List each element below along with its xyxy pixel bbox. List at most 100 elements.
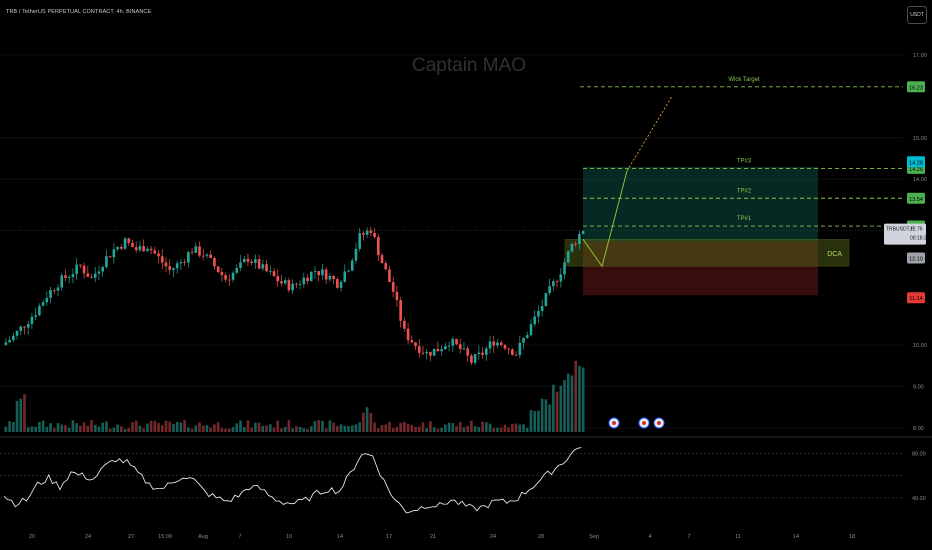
candle-body [362,233,365,235]
candle-body [19,326,23,331]
volume-bar [268,424,272,432]
y-tick-label: 14.00 [913,177,927,183]
volume-bar [552,384,555,432]
candle-body [295,283,298,285]
volume-bar [339,424,343,432]
volume-bar [570,375,574,432]
volume-bar [172,424,175,432]
candle-body [313,271,317,272]
exchange-label: BINANCE [126,9,152,15]
candle-body [581,231,585,234]
candle-body [190,252,194,253]
candle-body [205,254,209,256]
candle-body [105,256,108,268]
candle-body [566,251,570,263]
candle-body [280,281,283,284]
currency-button[interactable]: USDT [907,6,927,24]
candle-body [56,287,60,291]
price-tag-text: 14.26 [909,167,923,173]
candle-body [477,352,481,355]
event-icon-dot [642,421,646,425]
candle-body [127,238,131,243]
volume-bar [4,426,8,432]
candle-body [470,355,473,363]
candle-body [239,262,242,268]
volume-bar [473,426,477,432]
volume-bar [317,420,321,432]
volume-bar [138,425,142,432]
candle-body [336,279,339,288]
candle-body [157,253,160,257]
candle-body [67,276,71,278]
candle-body [395,291,399,301]
volume-bar [60,424,64,432]
volume-bar [90,420,93,432]
candle-body [250,261,253,264]
candle-body [559,274,563,282]
volume-bar [328,420,332,432]
volume-bar [261,425,265,432]
candle-body [354,248,358,261]
volume-bar [332,422,335,432]
candle-body [514,354,518,356]
candle-body [488,341,492,349]
candle-body [257,259,261,269]
x-tick-label: 14 [793,534,799,540]
candle-body [201,255,205,257]
candle-body [116,246,119,250]
candle-body [82,265,86,274]
candle-body [380,255,384,264]
y-tick-label: 10.00 [913,343,927,349]
volume-bar [276,420,280,432]
volume-bar [257,422,261,432]
candle-body [365,230,369,235]
volume-bar [488,423,492,432]
y-tick-label: 9.00 [913,384,924,390]
volume-bar [499,427,503,432]
volume-bar [168,421,172,432]
candle-body [60,275,64,288]
candle-body [246,258,250,262]
candle-body [466,348,469,356]
volume-bar [26,427,30,432]
candle-body [131,242,134,248]
x-tick-label: 15:00 [158,534,172,540]
volume-bar [134,420,138,432]
candle-body [298,284,302,285]
volume-bar [131,422,134,432]
candle-body [388,269,391,283]
current-price-tag [884,223,926,245]
x-tick-label: 24 [85,534,91,540]
volume-bar [388,421,391,432]
x-tick-label: 28 [538,534,544,540]
candle-body [146,248,149,252]
candle-body [444,346,447,350]
candle-body [503,345,507,349]
volume-bar [45,426,49,432]
x-tick-label: 20 [29,534,35,540]
candle-body [216,266,220,273]
volume-bar [522,424,525,432]
volume-bar [86,425,90,432]
candle-body [429,351,432,356]
symbol-header: TRB / TetherUS PERPETUAL CONTRACT, 4h, B… [6,9,152,15]
candle-body [306,277,309,282]
candle-body [213,257,216,267]
candle-body [153,250,157,254]
candle-body [291,283,294,291]
candle-body [175,263,179,269]
candle-body [376,237,380,256]
volume-bar [205,425,209,432]
candle-body [518,342,522,356]
volume-bar [432,427,436,432]
position-zones: DCA [564,96,850,296]
volume-bar [79,425,82,432]
volume-bar [563,380,566,432]
candle-body [455,338,458,345]
volume-bar [239,420,242,432]
volume-bar [425,428,429,432]
rsi-tick-label: 40.00 [912,496,926,502]
candle-body [108,256,112,258]
candle-body [38,305,41,316]
